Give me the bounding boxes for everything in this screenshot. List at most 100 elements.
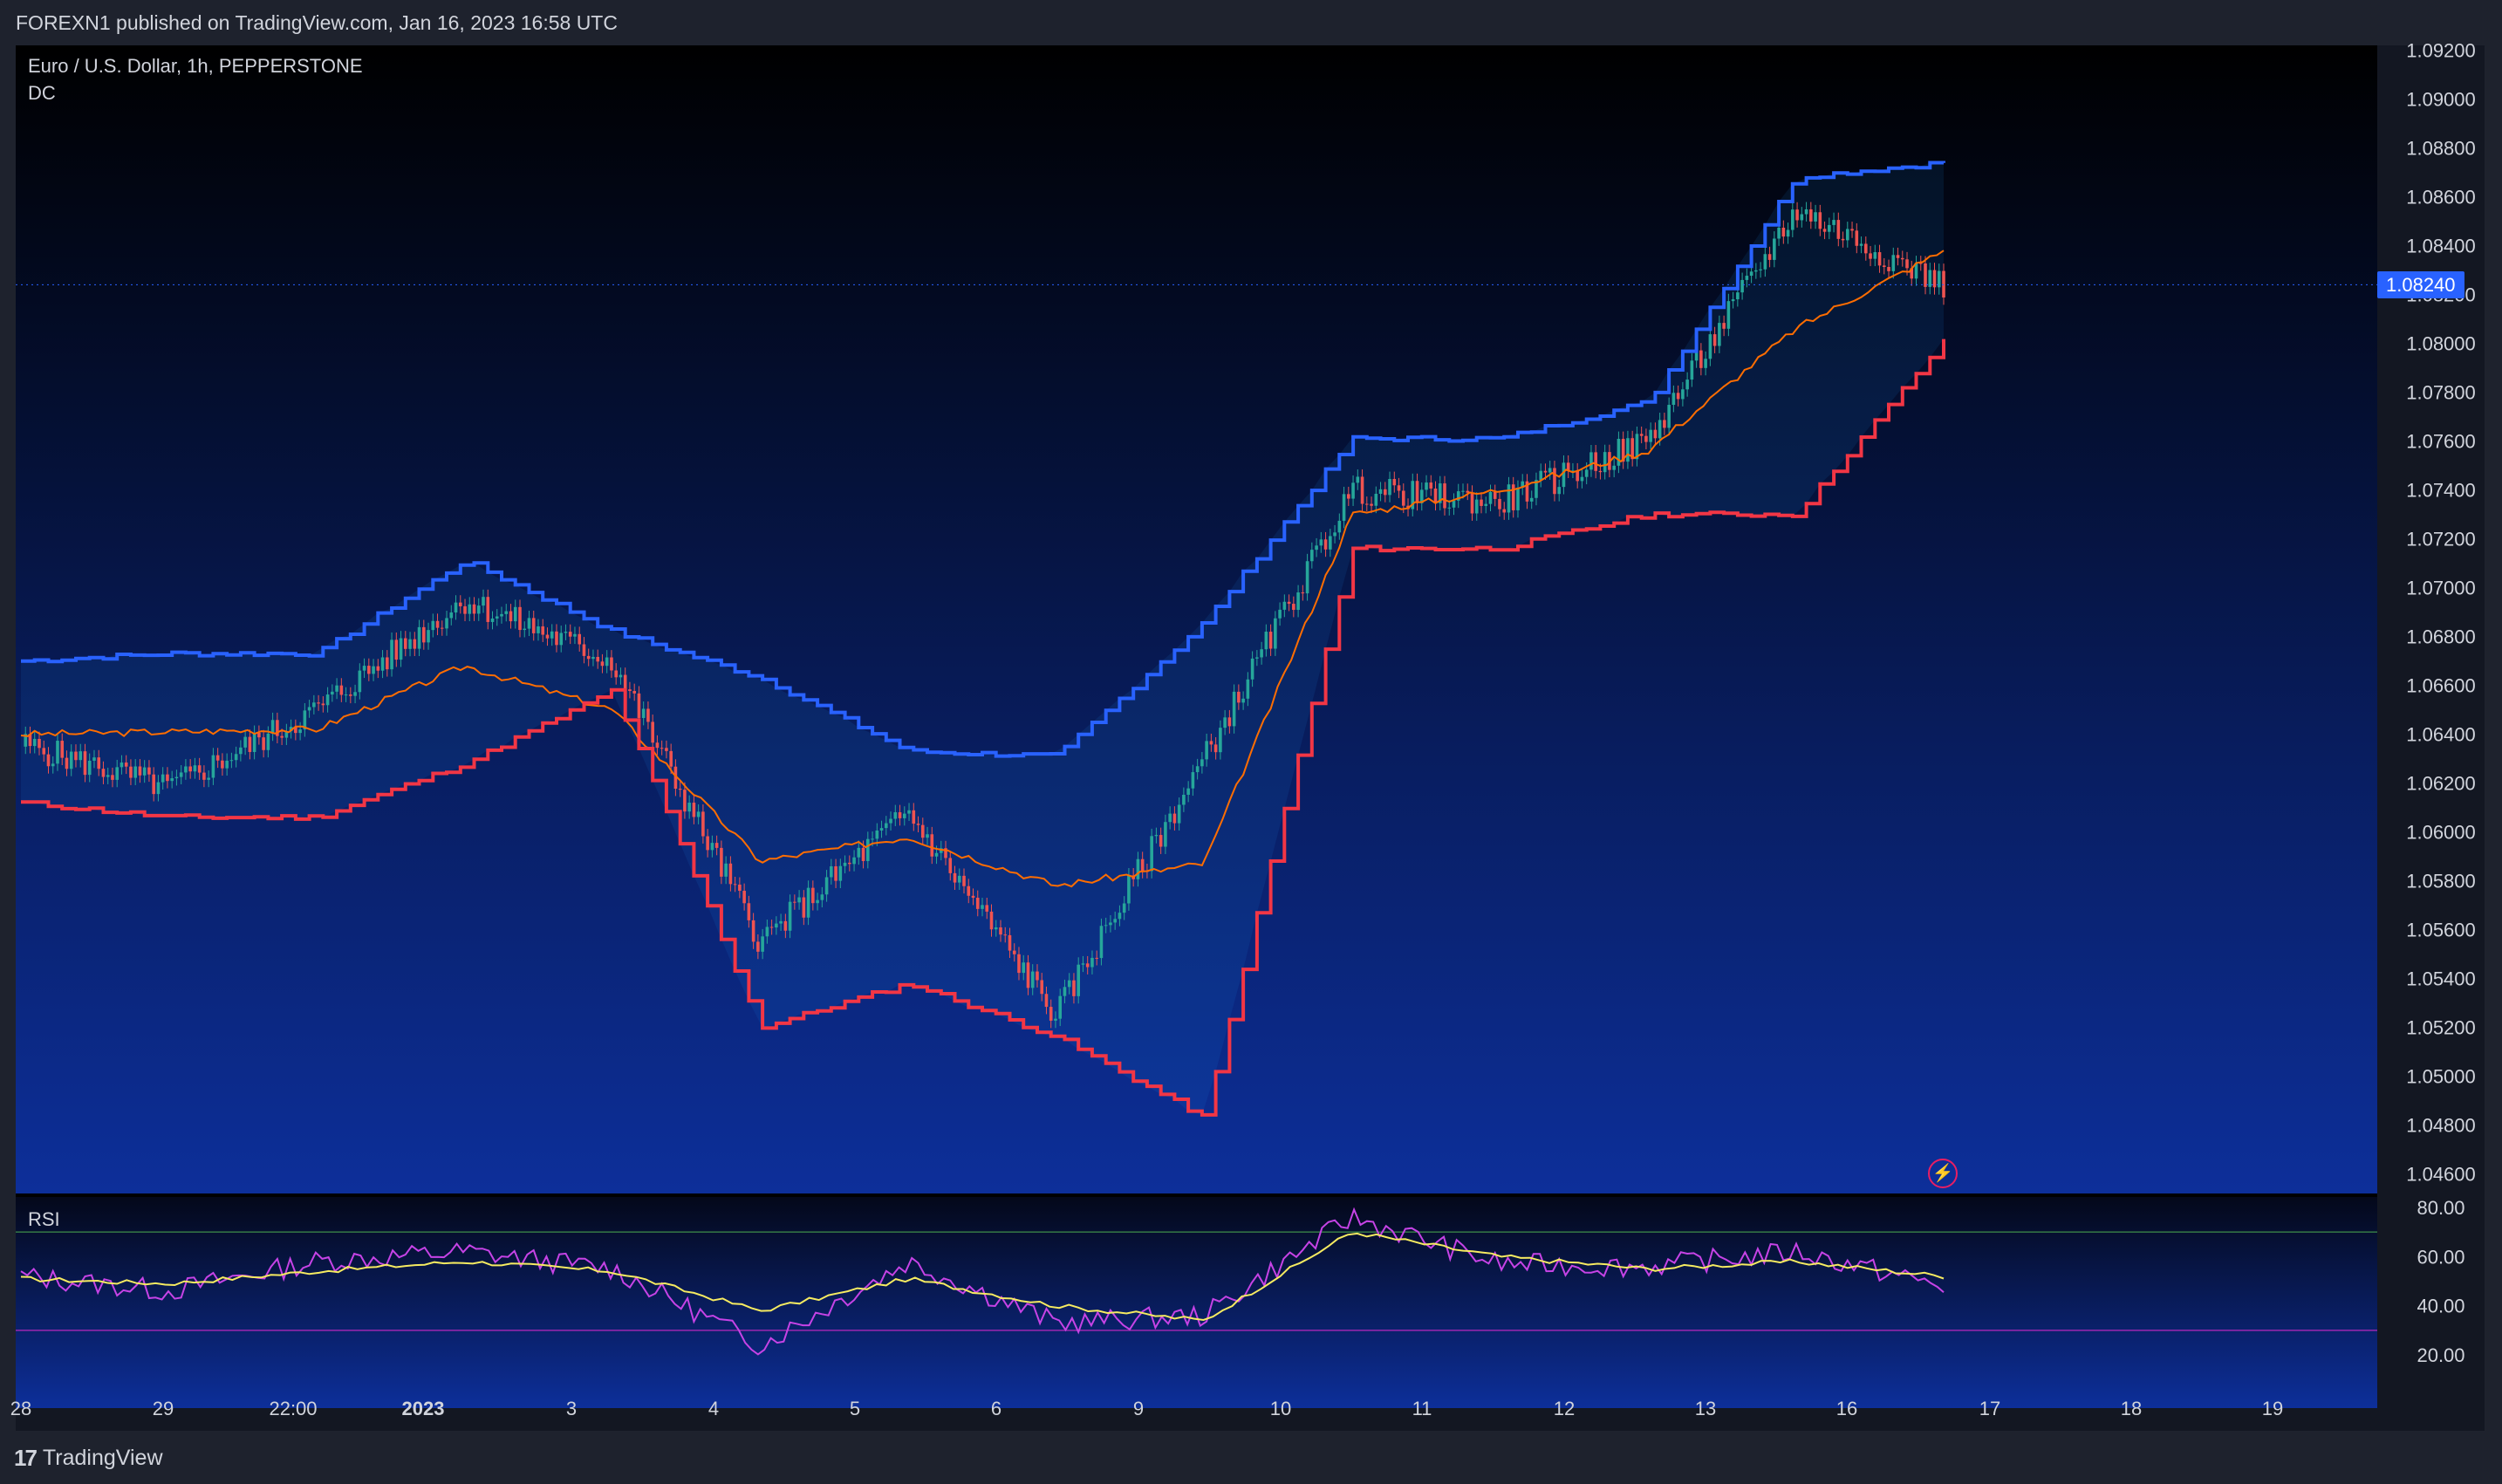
candle-body <box>1250 658 1254 680</box>
candle-body <box>184 766 188 773</box>
candle-body <box>1804 209 1808 215</box>
candle-body <box>445 618 448 629</box>
candle-body <box>1268 632 1273 649</box>
candle-body <box>1182 794 1186 805</box>
candle-body <box>724 863 728 877</box>
candle-body <box>1030 971 1035 988</box>
candle-body <box>221 760 224 769</box>
candle-body <box>1260 649 1263 658</box>
candle-body <box>967 886 971 896</box>
candle-body <box>857 847 861 858</box>
candle-body <box>779 920 783 924</box>
rsi-label[interactable]: RSI <box>28 1208 60 1230</box>
symbol-label[interactable]: Euro / U.S. Dollar, 1h, PEPPERSTONE <box>28 55 363 77</box>
candle-body <box>586 655 591 660</box>
candle-body <box>1516 488 1520 510</box>
candle-body <box>1525 481 1529 502</box>
candle-body <box>270 720 275 734</box>
candle-body <box>623 674 627 690</box>
candle-body <box>1136 858 1140 879</box>
candle-body <box>692 803 696 817</box>
dc-upper-line <box>21 161 1945 758</box>
candle-body <box>46 754 51 767</box>
candle-body <box>1521 481 1525 489</box>
price-tick-label: 1.08400 <box>2406 236 2476 257</box>
candle-body <box>1227 717 1232 727</box>
time-tick-label: 16 <box>1836 1398 1857 1419</box>
candle-body <box>1447 507 1452 509</box>
candle-body <box>435 620 440 628</box>
candle-body <box>651 721 654 743</box>
rsi-tick-label: 80.00 <box>2417 1197 2464 1219</box>
candle-body <box>257 732 261 738</box>
candle-body <box>1003 934 1008 936</box>
candle-body <box>1466 490 1470 493</box>
candle-body <box>907 810 911 814</box>
candle-body <box>138 766 142 776</box>
candle-body <box>706 836 709 851</box>
candle-body <box>1319 539 1323 546</box>
candle-body <box>42 748 46 755</box>
candle-body <box>1873 252 1877 259</box>
candle-body <box>188 766 192 772</box>
candle-body <box>898 812 902 818</box>
candle-body <box>1869 253 1872 259</box>
candle-body <box>1081 963 1085 965</box>
price-tick-label: 1.06400 <box>2406 724 2476 746</box>
candle-body <box>1576 470 1579 482</box>
candle-body <box>349 694 352 696</box>
candle-body <box>989 911 994 930</box>
candle-body <box>1164 822 1167 847</box>
candle-body <box>83 751 87 776</box>
price-tick-label: 1.06600 <box>2406 675 2476 697</box>
candle-body <box>1443 483 1446 509</box>
rsi-tick-label: 60.00 <box>2417 1246 2464 1268</box>
candle-body <box>1580 476 1584 482</box>
candle-body <box>788 901 792 931</box>
candle-body <box>1200 759 1204 767</box>
candle-body <box>1329 536 1332 550</box>
candle-body <box>1296 592 1300 611</box>
candle-body <box>1044 994 1049 1008</box>
candle-body <box>518 606 522 631</box>
price-tick-label: 1.08000 <box>2406 333 2476 355</box>
candle-body <box>802 897 806 918</box>
candle-body <box>197 765 202 773</box>
candle-body <box>1172 813 1177 824</box>
candle-body <box>1159 835 1163 847</box>
candle-body <box>1745 276 1749 280</box>
candle-body <box>971 895 975 899</box>
candle-body <box>440 627 444 629</box>
candle-body <box>1809 209 1813 222</box>
candle-body <box>1863 243 1868 254</box>
candle-body <box>1118 913 1122 920</box>
candle-body <box>1401 490 1405 506</box>
main-pane-bg <box>16 45 2377 1193</box>
publisher-header: FOREXN1 published on TradingView.com, Ja… <box>0 0 2502 45</box>
candle-body <box>1049 1007 1053 1021</box>
candle-body <box>714 843 719 848</box>
candle-body <box>1077 964 1080 996</box>
candle-body <box>56 741 59 764</box>
candle-body <box>1905 259 1909 269</box>
candle-body <box>1681 389 1685 400</box>
candle-body <box>1099 926 1104 959</box>
candle-body <box>1507 484 1511 513</box>
candle-body <box>408 639 412 649</box>
candle-body <box>523 628 527 631</box>
candle-body <box>934 852 939 857</box>
indicator-label[interactable]: DC <box>28 82 56 104</box>
candle-body <box>1726 301 1731 329</box>
candle-body <box>449 612 454 619</box>
candle-body <box>866 838 870 861</box>
price-tick-label: 1.04800 <box>2406 1115 2476 1137</box>
candle-body <box>1653 429 1658 439</box>
candle-body <box>582 644 586 656</box>
candle-body <box>1154 835 1159 837</box>
candle-body <box>284 731 289 738</box>
candle-body <box>421 626 426 643</box>
tradingview-logo[interactable]: 17 TradingView <box>14 1445 163 1472</box>
lightning-icon[interactable]: ⚡ <box>1928 1159 1958 1188</box>
candle-body <box>321 703 325 706</box>
